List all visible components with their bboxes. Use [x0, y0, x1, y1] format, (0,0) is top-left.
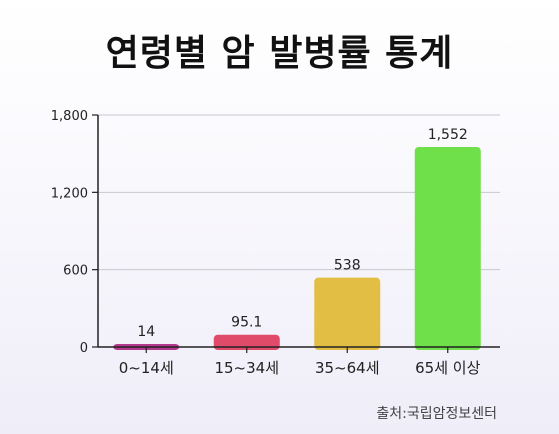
y-axis: 0 600 1,200 1,800 [51, 109, 99, 356]
value-label: 538 [334, 258, 361, 274]
y-tick-label: 1,200 [51, 186, 88, 201]
x-axis: 0~14세 15~34세 35~64세 65세 이상 [98, 346, 500, 377]
y-tick-label: 1,800 [51, 109, 88, 124]
y-tick-label: 600 [63, 264, 88, 279]
y-tick-label: 0 [80, 341, 88, 356]
value-label: 1,552 [428, 127, 468, 143]
value-labels: 14 95.1 538 1,552 [137, 127, 467, 340]
x-tick-label: 15~34세 [214, 359, 279, 377]
x-tick-label: 0~14세 [119, 359, 174, 377]
bar-3 [314, 277, 381, 350]
value-label: 95.1 [231, 315, 262, 331]
chart-title: 연령별 암 발병률 통계 [105, 33, 454, 74]
bars [113, 146, 481, 350]
value-label: 14 [137, 324, 155, 340]
x-tick-label: 65세 이상 [415, 359, 480, 377]
x-tick-label: 35~64세 [315, 359, 380, 377]
bar-4 [414, 146, 481, 350]
bar-2 [213, 334, 280, 350]
source-note: 출처:국립암정보센터 [376, 406, 497, 422]
